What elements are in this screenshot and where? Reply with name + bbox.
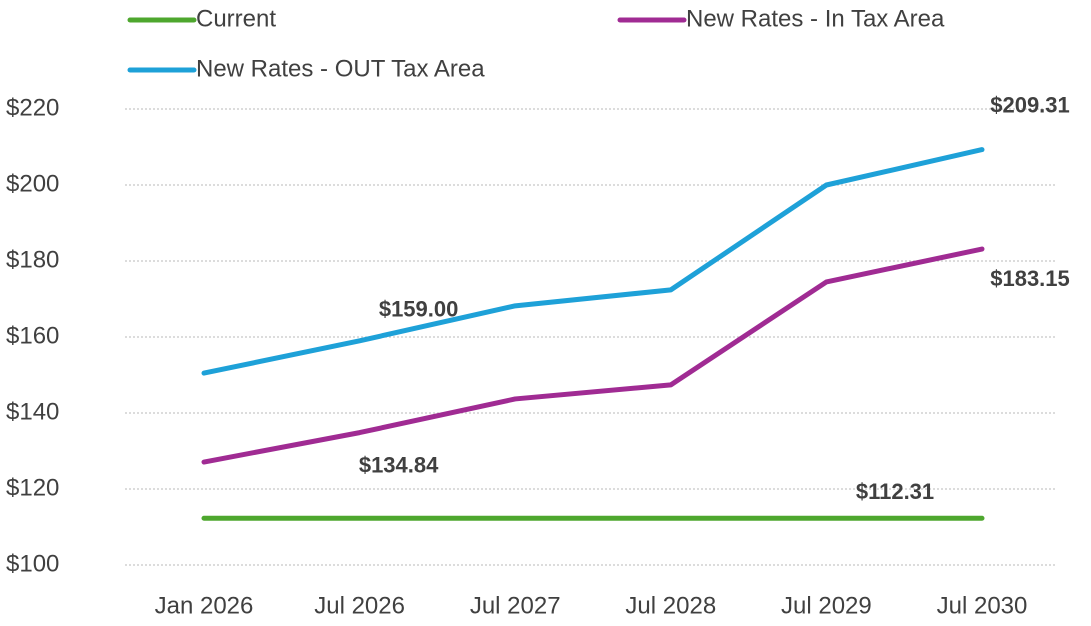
legend-label: Current xyxy=(196,5,276,32)
data-label: $183.15 xyxy=(990,266,1070,291)
x-tick-label: Jan 2026 xyxy=(155,592,254,619)
x-tick-label: Jul 2030 xyxy=(937,592,1028,619)
legend-label: New Rates - In Tax Area xyxy=(686,5,945,32)
y-tick-label: $200 xyxy=(6,170,59,197)
y-tick-label: $120 xyxy=(6,474,59,501)
data-label: $159.00 xyxy=(379,297,459,322)
x-tick-label: Jul 2029 xyxy=(781,592,872,619)
series-line xyxy=(201,246,985,465)
series-line xyxy=(201,147,985,376)
y-tick-label: $100 xyxy=(6,550,59,577)
x-tick-label: Jul 2028 xyxy=(625,592,716,619)
data-label: $112.31 xyxy=(856,479,934,504)
x-tick-label: Jul 2027 xyxy=(470,592,561,619)
data-label: $209.31 xyxy=(990,92,1070,117)
legend-label: New Rates - OUT Tax Area xyxy=(196,55,485,82)
y-tick-label: $180 xyxy=(6,246,59,273)
data-label: $134.84 xyxy=(359,452,439,477)
y-tick-label: $220 xyxy=(6,94,59,121)
x-tick-label: Jul 2026 xyxy=(314,592,405,619)
y-tick-label: $140 xyxy=(6,398,59,425)
y-tick-label: $160 xyxy=(6,322,59,349)
